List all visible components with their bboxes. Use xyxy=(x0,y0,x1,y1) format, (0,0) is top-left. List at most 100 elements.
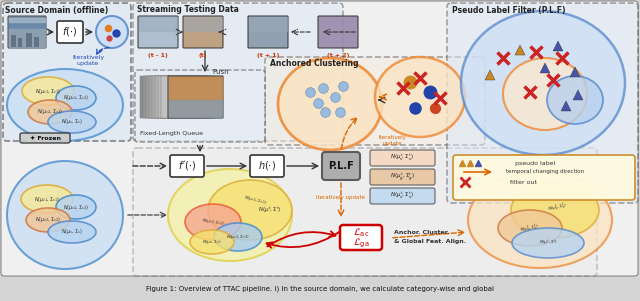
FancyBboxPatch shape xyxy=(8,16,46,48)
Ellipse shape xyxy=(21,185,73,213)
Text: $N(\mu_{c3},\Sigma_{c3})$: $N(\mu_{c3},\Sigma_{c3})$ xyxy=(226,233,250,241)
Ellipse shape xyxy=(168,169,292,261)
Ellipse shape xyxy=(96,16,128,48)
Text: ✦ Frozen: ✦ Frozen xyxy=(29,135,61,141)
Text: (t + 2): (t + 2) xyxy=(327,52,349,57)
Text: Fixed-Length Queue: Fixed-Length Queue xyxy=(140,132,203,136)
FancyBboxPatch shape xyxy=(140,76,195,118)
Ellipse shape xyxy=(468,172,612,268)
Text: Iteratively: Iteratively xyxy=(378,135,406,139)
FancyBboxPatch shape xyxy=(248,16,288,48)
Ellipse shape xyxy=(208,180,292,240)
Text: P.L.F: P.L.F xyxy=(328,161,354,171)
FancyBboxPatch shape xyxy=(138,16,178,48)
FancyBboxPatch shape xyxy=(57,21,83,43)
Text: (t - 1): (t - 1) xyxy=(148,52,168,57)
Text: pseudo label: pseudo label xyxy=(515,160,555,166)
Text: $N(\mu_s,\Sigma_s)$: $N(\mu_s,\Sigma_s)$ xyxy=(61,228,83,237)
FancyBboxPatch shape xyxy=(26,33,32,47)
Ellipse shape xyxy=(22,77,74,105)
Text: $N(\mu_s^t,\Sigma_s^t)$: $N(\mu_s^t,\Sigma_s^t)$ xyxy=(390,191,414,201)
Text: $N(\mu_{c2},\Sigma_{c2})$: $N(\mu_{c2},\Sigma_{c2})$ xyxy=(201,216,225,228)
FancyBboxPatch shape xyxy=(265,57,485,145)
Text: $N(\mu_{c2},\Sigma_{c2})$: $N(\mu_{c2},\Sigma_{c2})$ xyxy=(35,216,61,225)
Ellipse shape xyxy=(26,208,70,232)
FancyBboxPatch shape xyxy=(322,152,360,180)
Text: Iteratively: Iteratively xyxy=(72,54,104,60)
Text: (t + 1): (t + 1) xyxy=(257,52,279,57)
Ellipse shape xyxy=(461,11,625,155)
FancyBboxPatch shape xyxy=(133,148,597,276)
FancyBboxPatch shape xyxy=(1,1,638,276)
FancyBboxPatch shape xyxy=(250,155,284,177)
Ellipse shape xyxy=(498,210,562,246)
Ellipse shape xyxy=(56,195,96,219)
Ellipse shape xyxy=(7,69,123,141)
Ellipse shape xyxy=(278,58,382,150)
Ellipse shape xyxy=(48,111,96,133)
FancyBboxPatch shape xyxy=(370,169,435,185)
FancyBboxPatch shape xyxy=(168,76,223,118)
Text: $N(\mu_s,\Sigma_s)$: $N(\mu_s,\Sigma_s)$ xyxy=(202,238,221,246)
Ellipse shape xyxy=(185,204,241,240)
Text: $N(\mu^t,\Sigma^t)$: $N(\mu^t,\Sigma^t)$ xyxy=(539,238,557,248)
Text: & Global Feat. Align.: & Global Feat. Align. xyxy=(394,238,466,244)
Text: (t): (t) xyxy=(199,52,207,57)
Text: $f'(\cdot)$: $f'(\cdot)$ xyxy=(178,160,196,172)
FancyBboxPatch shape xyxy=(183,16,223,48)
Text: $N(\mu_{c2},\Sigma_{c2})$: $N(\mu_{c2},\Sigma_{c2})$ xyxy=(63,203,89,212)
Ellipse shape xyxy=(190,230,234,254)
Text: $N(\mu_k^t,\Sigma_k^t)$: $N(\mu_k^t,\Sigma_k^t)$ xyxy=(519,221,541,235)
Text: $N(\mu^t,\Sigma^t)$: $N(\mu^t,\Sigma^t)$ xyxy=(259,205,282,215)
FancyBboxPatch shape xyxy=(149,76,204,118)
FancyBboxPatch shape xyxy=(370,150,435,166)
Text: $f(\cdot)$: $f(\cdot)$ xyxy=(62,26,77,39)
Text: $N(\mu_{c1},\Sigma_{c1})$: $N(\mu_{c1},\Sigma_{c1})$ xyxy=(34,194,60,203)
Text: $\mathcal{L}_{\mathrm{ga}}$: $\mathcal{L}_{\mathrm{ga}}$ xyxy=(353,236,369,250)
Text: update: update xyxy=(382,141,402,145)
FancyBboxPatch shape xyxy=(152,76,207,118)
Ellipse shape xyxy=(214,223,262,251)
Text: $N(\mu_s^t,\Sigma_s^t)$: $N(\mu_s^t,\Sigma_s^t)$ xyxy=(390,153,414,163)
Text: $\mathcal{L}_{\mathrm{ac}}$: $\mathcal{L}_{\mathrm{ac}}$ xyxy=(353,227,369,239)
FancyBboxPatch shape xyxy=(3,3,131,141)
Ellipse shape xyxy=(7,161,123,269)
Text: $N(\mu_{c2},\Sigma_{c2})$: $N(\mu_{c2},\Sigma_{c2})$ xyxy=(37,107,63,116)
FancyBboxPatch shape xyxy=(447,3,638,203)
FancyBboxPatch shape xyxy=(34,37,39,47)
Text: Pseudo Label Filter (P.L.F): Pseudo Label Filter (P.L.F) xyxy=(452,5,566,14)
FancyBboxPatch shape xyxy=(453,155,635,200)
Ellipse shape xyxy=(511,182,599,238)
Text: Push: Push xyxy=(212,69,229,75)
Text: Anchored Clustering: Anchored Clustering xyxy=(270,60,358,69)
Text: update: update xyxy=(77,61,99,66)
FancyBboxPatch shape xyxy=(161,76,216,118)
FancyBboxPatch shape xyxy=(340,225,382,250)
FancyBboxPatch shape xyxy=(135,70,265,142)
Text: iteratively update: iteratively update xyxy=(317,196,365,200)
Text: $N(\mu_{c1},\Sigma_{c1})$: $N(\mu_{c1},\Sigma_{c1})$ xyxy=(243,193,268,207)
Text: $N(\mu_g^t,\Sigma_g^t)$: $N(\mu_g^t,\Sigma_g^t)$ xyxy=(390,171,415,183)
Text: $N(\mu_s,\Sigma_s)$: $N(\mu_s,\Sigma_s)$ xyxy=(61,117,83,126)
Text: Source Domain (offline): Source Domain (offline) xyxy=(5,5,108,14)
Text: Anchor. Cluster.: Anchor. Cluster. xyxy=(394,231,449,235)
FancyBboxPatch shape xyxy=(11,35,16,47)
FancyBboxPatch shape xyxy=(20,133,70,143)
Ellipse shape xyxy=(56,86,96,110)
Ellipse shape xyxy=(48,221,96,243)
Text: Streaming Testing Data: Streaming Testing Data xyxy=(137,5,239,14)
Text: $N(\mu_{c2},\Sigma_{c2})$: $N(\mu_{c2},\Sigma_{c2})$ xyxy=(63,94,89,103)
FancyBboxPatch shape xyxy=(370,188,435,204)
FancyBboxPatch shape xyxy=(143,76,198,118)
FancyBboxPatch shape xyxy=(158,76,213,118)
FancyBboxPatch shape xyxy=(318,16,358,48)
Text: Figure 1: Overview of TTAC pipeline. i) In the source domain, we calculate categ: Figure 1: Overview of TTAC pipeline. i) … xyxy=(146,286,494,292)
Ellipse shape xyxy=(512,228,584,258)
Ellipse shape xyxy=(28,100,72,124)
Ellipse shape xyxy=(375,57,465,137)
FancyBboxPatch shape xyxy=(170,155,204,177)
FancyBboxPatch shape xyxy=(18,38,22,47)
Text: temporal changing direction: temporal changing direction xyxy=(506,169,584,175)
Ellipse shape xyxy=(503,58,587,130)
Text: filter out: filter out xyxy=(510,179,537,185)
